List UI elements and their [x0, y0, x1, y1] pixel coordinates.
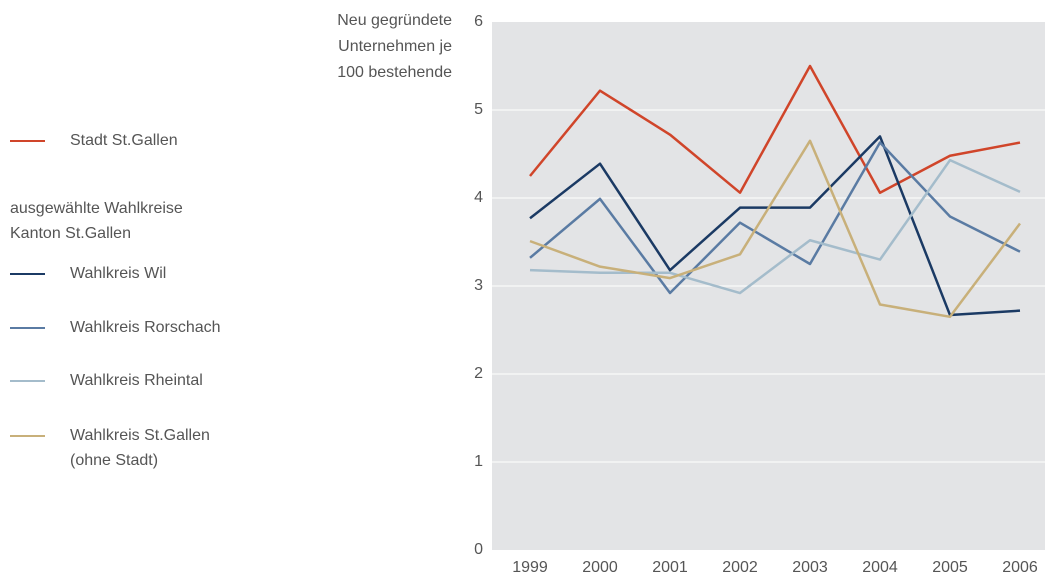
- x-tick-label: 2000: [582, 559, 618, 576]
- legend-label: Wahlkreis Rorschach: [70, 319, 221, 336]
- legend-item: Wahlkreis Wil: [10, 261, 250, 286]
- x-tick-label: 2005: [932, 559, 968, 576]
- y-tick-label: 6: [474, 13, 483, 30]
- legend-item: Wahlkreis Rorschach: [10, 315, 250, 340]
- y-tick-label: 2: [474, 365, 483, 382]
- y-tick-label: 0: [474, 541, 483, 558]
- legend-label: Wahlkreis Wil: [70, 265, 167, 282]
- series-line: [529, 158, 1021, 295]
- legend-item: Stadt St.Gallen: [10, 128, 250, 153]
- legend-label: Wahlkreis Rheintal: [70, 372, 203, 389]
- legend-swatch: [10, 380, 45, 382]
- legend-swatch: [10, 327, 45, 329]
- y-tick-label: 5: [474, 101, 483, 118]
- series-line: [529, 139, 1021, 319]
- series-line: [529, 64, 1021, 194]
- legend-item: Wahlkreis Rheintal: [10, 368, 250, 393]
- y-tick-label: 3: [474, 277, 483, 294]
- series-line: [529, 141, 1021, 295]
- legend-label: Stadt St.Gallen: [70, 132, 178, 149]
- x-tick-label: 2003: [792, 559, 828, 576]
- legend-swatch: [10, 140, 45, 142]
- legend-swatch: [10, 273, 45, 275]
- y-axis-label: Neu gegründete Unternehmen je 100 besteh…: [337, 12, 452, 81]
- x-tick-label: 1999: [512, 559, 548, 576]
- x-tick-label: 2001: [652, 559, 688, 576]
- x-tick-label: 2002: [722, 559, 758, 576]
- legend-label: Wahlkreis St.Gallen (ohne Stadt): [70, 427, 210, 469]
- y-tick-label: 1: [474, 453, 483, 470]
- legend-title: ausgewählte Wahlkreise Kanton St.Gallen: [10, 200, 183, 242]
- legend-swatch: [10, 435, 45, 437]
- legend-item: Wahlkreis St.Gallen (ohne Stadt): [10, 423, 250, 473]
- x-tick-label: 2004: [862, 559, 898, 576]
- y-tick-label: 4: [474, 189, 483, 206]
- series-line: [529, 135, 1021, 317]
- x-tick-label: 2006: [1002, 559, 1038, 576]
